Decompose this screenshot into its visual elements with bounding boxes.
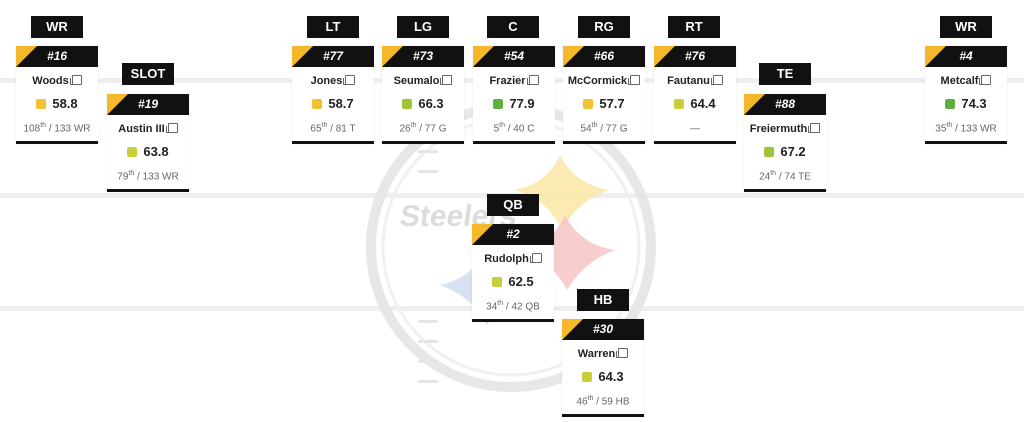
open-profile-icon[interactable] (69, 75, 82, 85)
position-rank: 79th / 133 WR (117, 170, 179, 183)
player-grade: 66.3 (418, 96, 444, 111)
grade-color-dot (493, 99, 504, 109)
open-profile-icon[interactable] (710, 75, 723, 85)
open-profile-icon[interactable] (628, 75, 641, 85)
grade-color-dot (127, 147, 138, 157)
grade-color-dot (36, 99, 47, 109)
position-label-wr-right: WR (940, 16, 992, 38)
player-name: Austin III (118, 123, 165, 135)
open-profile-icon[interactable] (808, 123, 821, 133)
grade-color-dot (312, 99, 323, 109)
jersey-number: #66 (593, 49, 615, 63)
jersey-number: #88 (774, 97, 796, 111)
player-name: Fautanu (667, 75, 710, 87)
open-profile-icon[interactable] (440, 75, 453, 85)
position-rank: 24th / 74 TE (759, 170, 811, 183)
player-card-hb[interactable]: #30 Warren 64.3 46th / 59 HB (562, 319, 644, 417)
position-label-hb: HB (577, 289, 629, 311)
player-card-te[interactable]: #88 Freiermuth 67.2 24th / 74 TE (744, 94, 826, 192)
jersey-number: #2 (506, 227, 520, 241)
player-name: Seumalo (393, 75, 440, 87)
player-name: Rudolph (484, 253, 529, 265)
jersey-number: #76 (684, 49, 706, 63)
player-name: Woods (32, 75, 69, 87)
player-card-lg[interactable]: #73 Seumalo 66.3 26th / 77 G (382, 46, 464, 144)
position-rank: — (690, 123, 700, 135)
jersey-number: #16 (46, 49, 68, 63)
player-card-c[interactable]: #54 Frazier 77.9 5th / 40 C (473, 46, 555, 144)
player-grade: 57.7 (599, 96, 625, 111)
jersey-number: #19 (137, 97, 159, 111)
open-profile-icon[interactable] (165, 123, 178, 133)
yellow-hypocycloid-icon (515, 155, 610, 230)
player-card-rt[interactable]: #76 Fautanu 64.4 — (654, 46, 736, 144)
open-profile-icon[interactable] (343, 75, 356, 85)
position-rank: 35th / 133 WR (935, 122, 997, 135)
position-label-rg: RG (578, 16, 630, 38)
position-rank: 26th / 77 G (399, 122, 447, 135)
position-rank: 65th / 81 T (310, 122, 356, 135)
jersey-number: #73 (412, 49, 434, 63)
player-grade: 58.8 (52, 96, 78, 111)
grade-color-dot (402, 99, 413, 109)
jersey-number: #30 (592, 322, 614, 336)
grade-color-dot (492, 277, 503, 287)
player-card-slot[interactable]: #19 Austin III 63.8 79th / 133 WR (107, 94, 189, 192)
position-rank: 46th / 59 HB (576, 395, 630, 408)
position-label-slot: SLOT (122, 63, 174, 85)
position-label-rt: RT (668, 16, 720, 38)
player-card-rg[interactable]: #66 McCormick 57.7 54th / 77 G (563, 46, 645, 144)
position-label-lg: LG (397, 16, 449, 38)
player-grade: 58.7 (328, 96, 354, 111)
position-rank: 108th / 133 WR (23, 122, 91, 135)
player-card-wr-right[interactable]: #4 Metcalf 74.3 35th / 133 WR (925, 46, 1007, 144)
player-name: Warren (577, 348, 616, 360)
position-label-qb: QB (487, 194, 539, 216)
open-profile-icon[interactable] (616, 348, 629, 358)
red-hypocycloid-icon (520, 215, 615, 290)
position-label-lt: LT (307, 16, 359, 38)
position-label-wr-left: WR (31, 16, 83, 38)
jersey-number: #4 (959, 49, 973, 63)
grade-color-dot (674, 99, 685, 109)
player-grade: 74.3 (961, 96, 987, 111)
player-grade: 77.9 (509, 96, 535, 111)
grade-color-dot (945, 99, 956, 109)
player-card-wr-left[interactable]: #16 Woods 58.8 108th / 133 WR (16, 46, 98, 144)
position-rank: 5th / 40 C (493, 122, 535, 135)
jersey-number: #77 (322, 49, 344, 63)
position-rank: 34th / 42 QB (486, 300, 540, 313)
player-card-lt[interactable]: #77 Jones 58.7 65th / 81 T (292, 46, 374, 144)
player-grade: 67.2 (780, 144, 806, 159)
position-label-c: C (487, 16, 539, 38)
player-grade: 64.3 (598, 369, 624, 384)
open-profile-icon[interactable] (979, 75, 992, 85)
player-grade: 64.4 (690, 96, 716, 111)
open-profile-icon[interactable] (529, 253, 542, 263)
grade-color-dot (582, 372, 593, 382)
player-name: Frazier (489, 75, 526, 87)
player-name: Metcalf (940, 75, 979, 87)
grade-color-dot (583, 99, 594, 109)
player-name: Jones (310, 75, 343, 87)
position-label-te: TE (759, 63, 811, 85)
player-grade: 62.5 (508, 274, 534, 289)
player-name: Freiermuth (749, 123, 808, 135)
player-grade: 63.8 (143, 144, 169, 159)
grade-color-dot (764, 147, 775, 157)
player-name: McCormick (567, 75, 628, 87)
open-profile-icon[interactable] (526, 75, 539, 85)
player-card-qb[interactable]: #2 Rudolph 62.5 34th / 42 QB (472, 224, 554, 322)
position-rank: 54th / 77 G (580, 122, 628, 135)
jersey-number: #54 (503, 49, 525, 63)
